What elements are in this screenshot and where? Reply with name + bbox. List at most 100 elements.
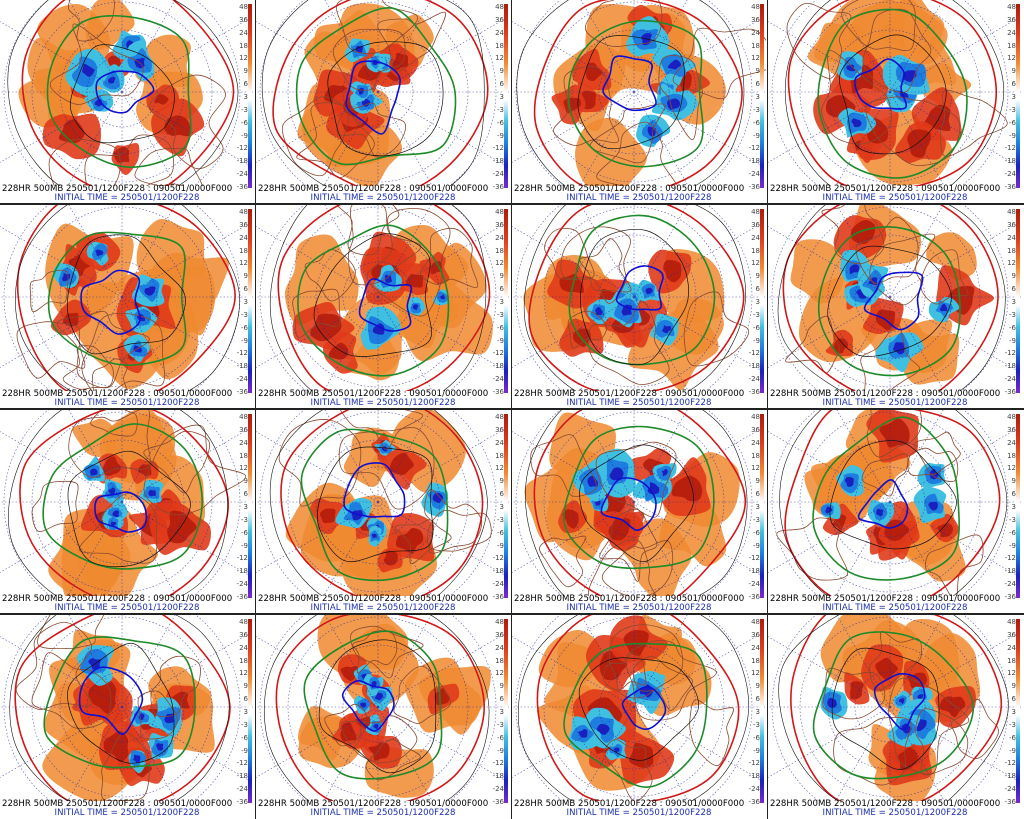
panel-caption-valid-time: 228HR 500MB 250501/1200F228 : 090501/000… <box>770 389 1001 399</box>
forecast-panel: 48 36 24 18 12 9 6 3 -3 -6 -9 -12 -18 -24 -36 228HR 500… <box>256 410 510 613</box>
scale-tick-label: -36 <box>748 593 760 601</box>
scale-tick-label: 18 <box>495 41 504 50</box>
scale-tick-label: 36 <box>1007 425 1016 434</box>
scale-tick-label: -3 <box>1009 515 1016 524</box>
color-scale-legend: 48 36 24 18 12 9 6 3 -3 -6 -9 -12 -18 -24 -36 <box>237 410 254 601</box>
coastlines <box>786 0 1008 166</box>
scale-tick-label: 3 <box>755 503 760 511</box>
scale-tick-label: -24 <box>748 785 760 794</box>
scale-tick-label: 24 <box>751 233 760 242</box>
scale-tick-label: 48 <box>239 3 248 11</box>
panel-caption-initial-time: INITIAL TIME = 250501/1200F228 <box>310 193 456 203</box>
scale-tick-label: 48 <box>495 3 504 11</box>
negative-anomaly-blobs <box>335 439 449 547</box>
polar-stereographic-map <box>256 410 510 596</box>
scale-tick-label: -3 <box>497 105 504 114</box>
scale-tick-label: -9 <box>1009 541 1016 550</box>
lat-lon-grid <box>256 205 510 391</box>
scale-tick-label: 24 <box>1007 438 1016 447</box>
scale-tick-label: 36 <box>1007 630 1016 639</box>
scale-tick-label: -6 <box>241 528 248 537</box>
scale-tick-label: -24 <box>236 580 248 589</box>
scale-tick-label: -36 <box>492 388 504 396</box>
height-contours <box>517 615 750 801</box>
scale-tick-label: 9 <box>1011 67 1016 76</box>
coastlines <box>281 0 447 179</box>
color-scale-legend: 48 36 24 18 12 9 6 3 -3 -6 -9 -12 -18 -24 -36 <box>237 0 254 191</box>
color-scale-bar <box>1016 414 1020 598</box>
scale-tick-label: -36 <box>1004 593 1016 601</box>
scale-tick-label: -18 <box>236 157 248 166</box>
panel-caption-initial-time: INITIAL TIME = 250501/1200F228 <box>54 398 200 408</box>
coastlines <box>15 615 201 801</box>
panel-caption-initial-time: INITIAL TIME = 250501/1200F228 <box>566 603 712 613</box>
panel-caption-valid-time: 228HR 500MB 250501/1200F228 : 090501/000… <box>514 389 745 399</box>
scale-tick-label: -36 <box>1004 798 1016 806</box>
scale-tick-label: 3 <box>499 708 504 716</box>
scale-tick-label: -12 <box>748 554 760 563</box>
scale-tick-label: 18 <box>239 451 248 460</box>
scale-tick-label: 12 <box>495 669 504 678</box>
scale-tick-label: 3 <box>755 708 760 716</box>
scale-tick-label: 48 <box>239 208 248 216</box>
scale-tick-label: -12 <box>748 349 760 358</box>
color-scale-legend: 48 36 24 18 12 9 6 3 -3 -6 -9 -12 -18 -24 -36 <box>749 615 766 806</box>
scale-tick-label: -9 <box>497 746 504 755</box>
scale-tick-label: 18 <box>1007 41 1016 50</box>
panel-caption-valid-time: 228HR 500MB 250501/1200F228 : 090501/000… <box>514 594 745 604</box>
scale-tick-label: -18 <box>492 772 504 781</box>
scale-tick-label: 24 <box>495 438 504 447</box>
scale-tick-label: 3 <box>243 708 248 716</box>
polar-stereographic-map <box>0 615 254 801</box>
scale-tick-label: -3 <box>241 720 248 729</box>
scale-tick-label: 18 <box>751 41 760 50</box>
scale-tick-label: 36 <box>239 220 248 229</box>
scale-tick-label: 9 <box>499 477 504 486</box>
polar-stereographic-map <box>256 205 510 391</box>
anomaly-field-outer <box>48 410 206 596</box>
scale-tick-label: -12 <box>1004 144 1016 153</box>
scale-tick-label: -12 <box>492 759 504 768</box>
polar-stereographic-map <box>256 0 510 186</box>
forecast-panel: 48 36 24 18 12 9 6 3 -3 -6 -9 -12 -18 -24 -36 228HR 500… <box>256 205 510 408</box>
scale-tick-label: 12 <box>751 54 760 63</box>
scale-tick-label: 3 <box>1011 93 1016 101</box>
scale-tick-label: 48 <box>751 208 760 216</box>
scale-tick-label: -6 <box>497 118 504 127</box>
panel-caption-initial-time: INITIAL TIME = 250501/1200F228 <box>822 808 968 818</box>
scale-tick-label: -3 <box>497 515 504 524</box>
forecast-panel: 48 36 24 18 12 9 6 3 -3 -6 -9 -12 -18 -24 -36 228HR 500… <box>0 205 254 408</box>
scale-tick-label: 12 <box>1007 669 1016 678</box>
panel-caption-valid-time: 228HR 500MB 250501/1200F228 : 090501/000… <box>2 594 233 604</box>
panel-divider <box>0 613 1024 615</box>
lat-lon-grid <box>768 410 1022 596</box>
forecast-panel: 48 36 24 18 12 9 6 3 -3 -6 -9 -12 -18 -24 -36 228HR 500… <box>512 0 766 203</box>
height-contours <box>777 205 1006 391</box>
panel-caption-initial-time: INITIAL TIME = 250501/1200F228 <box>310 398 456 408</box>
scale-tick-label: -3 <box>241 105 248 114</box>
height-contours <box>516 0 745 186</box>
scale-tick-label: -12 <box>492 349 504 358</box>
scale-tick-label: 48 <box>1007 3 1016 11</box>
color-scale-legend: 48 36 24 18 12 9 6 3 -3 -6 -9 -12 -18 -24 -36 <box>237 205 254 396</box>
color-scale-bar <box>248 4 252 188</box>
scale-tick-label: 18 <box>239 41 248 50</box>
scale-tick-label: 9 <box>243 272 248 281</box>
color-scale-bar <box>760 619 764 803</box>
scale-tick-label: -36 <box>236 593 248 601</box>
scale-tick-label: 36 <box>751 220 760 229</box>
scale-tick-label: 6 <box>243 695 248 704</box>
scale-tick-label: 6 <box>243 490 248 499</box>
coastlines <box>31 410 247 564</box>
panel-caption-valid-time: 228HR 500MB 250501/1200F228 : 090501/000… <box>514 799 745 809</box>
height-contours <box>269 410 488 596</box>
panel-caption-initial-time: INITIAL TIME = 250501/1200F228 <box>310 808 456 818</box>
scale-tick-label: 48 <box>495 413 504 421</box>
scale-tick-label: -9 <box>1009 131 1016 140</box>
scale-tick-label: 12 <box>239 259 248 268</box>
color-scale-legend: 48 36 24 18 12 9 6 3 -3 -6 -9 -12 -18 -24 -36 <box>237 615 254 806</box>
panel-caption-valid-time: 228HR 500MB 250501/1200F228 : 090501/000… <box>258 389 489 399</box>
scale-tick-label: -6 <box>241 118 248 127</box>
scale-tick-label: 6 <box>1011 285 1016 294</box>
scale-tick-label: -6 <box>497 733 504 742</box>
